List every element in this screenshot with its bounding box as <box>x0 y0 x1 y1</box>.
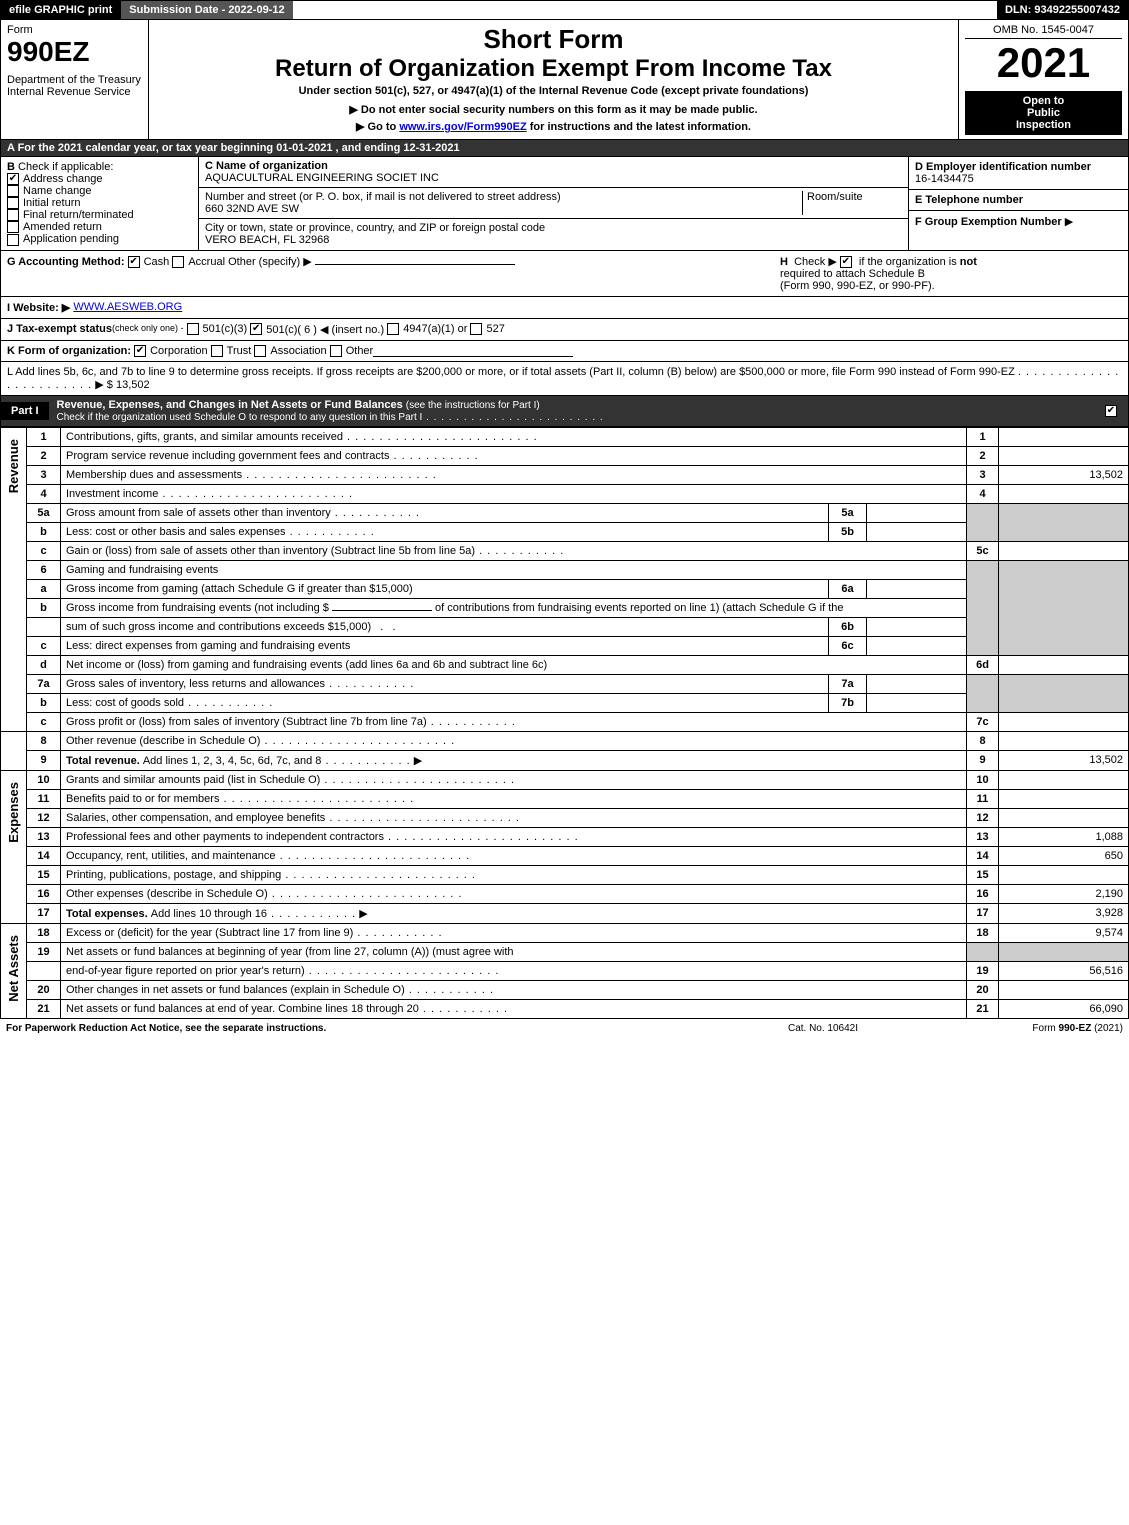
line-J: J Tax-exempt status (check only one) - 5… <box>0 319 1129 341</box>
line-6a-amount <box>867 579 967 598</box>
line-15-amount <box>999 865 1129 884</box>
revenue-label: Revenue <box>1 427 27 731</box>
checkbox-address-change[interactable] <box>7 173 19 185</box>
form-number: 990EZ <box>7 36 142 68</box>
checkbox-initial-return[interactable] <box>7 197 19 209</box>
irs-label: Internal Revenue Service <box>7 86 142 98</box>
checkbox-cash[interactable] <box>128 256 140 268</box>
subtitle: Under section 501(c), 527, or 4947(a)(1)… <box>155 85 952 97</box>
line-A: A For the 2021 calendar year, or tax yea… <box>0 140 1129 157</box>
line-L: L Add lines 5b, 6c, and 7b to line 9 to … <box>0 362 1129 396</box>
net-assets-label: Net Assets <box>1 923 27 1018</box>
checkbox-other-org[interactable] <box>330 345 342 357</box>
checkbox-application-pending[interactable] <box>7 234 19 246</box>
nossn-note: Do not enter social security numbers on … <box>155 103 952 116</box>
section-C: C Name of organization AQUACULTURAL ENGI… <box>199 157 908 250</box>
line-13-amount: 1,088 <box>999 827 1129 846</box>
checkbox-final-return[interactable] <box>7 209 19 221</box>
checkbox-527[interactable] <box>470 323 482 335</box>
line-7a-amount <box>867 674 967 693</box>
dln: DLN: 93492255007432 <box>997 1 1128 19</box>
irs-link[interactable]: www.irs.gov/Form990EZ <box>399 121 526 133</box>
open-inspection-box: Open to Public Inspection <box>965 91 1122 135</box>
tax-year: 2021 <box>965 39 1122 87</box>
line-20-amount <box>999 980 1129 999</box>
line-16-amount: 2,190 <box>999 884 1129 903</box>
line-7c-amount <box>999 712 1129 731</box>
line-8-amount <box>999 731 1129 750</box>
line-14-amount: 650 <box>999 846 1129 865</box>
checkbox-corporation[interactable] <box>134 345 146 357</box>
page-footer: For Paperwork Reduction Act Notice, see … <box>0 1019 1129 1038</box>
line-2-amount <box>999 446 1129 465</box>
section-B: B Check if applicable: Address change Na… <box>1 157 199 250</box>
line-G-H: G Accounting Method: Cash Accrual Other … <box>0 251 1129 297</box>
other-method-input[interactable] <box>315 264 515 265</box>
line-21-amount: 66,090 <box>999 999 1129 1018</box>
short-form-title: Short Form <box>155 24 952 55</box>
checkbox-trust[interactable] <box>211 345 223 357</box>
line-1-amount <box>999 427 1129 446</box>
part-i-table: Revenue 1 Contributions, gifts, grants, … <box>0 427 1129 1019</box>
website-link[interactable]: WWW.AESWEB.ORG <box>73 301 182 314</box>
dept-treasury: Department of the Treasury <box>7 74 142 86</box>
omb-number: OMB No. 1545-0047 <box>965 24 1122 39</box>
goto-line: ▶ Go to www.irs.gov/Form990EZ for instru… <box>155 120 952 133</box>
checkbox-schedule-b[interactable] <box>840 256 852 268</box>
street-address: 660 32ND AVE SW <box>205 203 299 215</box>
line-6b-contrib-input[interactable] <box>332 610 432 611</box>
line-3-amount: 13,502 <box>999 465 1129 484</box>
checkbox-schedule-o[interactable] <box>1105 405 1117 417</box>
org-name: AQUACULTURAL ENGINEERING SOCIET INC <box>205 172 439 184</box>
line-5a-amount <box>867 503 967 522</box>
line-10-amount <box>999 770 1129 789</box>
line-5c-amount <box>999 541 1129 560</box>
ein: 16-1434475 <box>915 173 974 185</box>
expenses-label: Expenses <box>1 770 27 923</box>
line-17-amount: 3,928 <box>999 903 1129 923</box>
gross-receipts: 13,502 <box>116 379 150 391</box>
checkbox-amended-return[interactable] <box>7 221 19 233</box>
line-12-amount <box>999 808 1129 827</box>
line-5b-amount <box>867 522 967 541</box>
submission-date: Submission Date - 2022-09-12 <box>120 1 292 19</box>
line-6b-amount <box>867 617 967 636</box>
line-11-amount <box>999 789 1129 808</box>
checkbox-501c[interactable] <box>250 323 262 335</box>
line-K: K Form of organization: Corporation Trus… <box>0 341 1129 362</box>
line-9-amount: 13,502 <box>999 750 1129 770</box>
checkbox-accrual[interactable] <box>172 256 184 268</box>
efile-print-label[interactable]: efile GRAPHIC print <box>1 1 120 19</box>
top-bar: efile GRAPHIC print Submission Date - 20… <box>0 0 1129 20</box>
form-header: Form 990EZ Department of the Treasury In… <box>0 20 1129 140</box>
section-DEF: D Employer identification number 16-1434… <box>908 157 1128 250</box>
main-title: Return of Organization Exempt From Incom… <box>155 55 952 83</box>
checkbox-name-change[interactable] <box>7 185 19 197</box>
line-18-amount: 9,574 <box>999 923 1129 942</box>
other-org-input[interactable] <box>373 345 573 357</box>
checkbox-4947[interactable] <box>387 323 399 335</box>
line-19-amount: 56,516 <box>999 961 1129 980</box>
part-i-header: Part I Revenue, Expenses, and Changes in… <box>0 396 1129 427</box>
city-state-zip: VERO BEACH, FL 32968 <box>205 234 329 246</box>
line-6c-amount <box>867 636 967 655</box>
form-word: Form <box>7 24 142 36</box>
info-block: B Check if applicable: Address change Na… <box>0 157 1129 251</box>
checkbox-association[interactable] <box>254 345 266 357</box>
line-7b-amount <box>867 693 967 712</box>
checkbox-501c3[interactable] <box>187 323 199 335</box>
line-4-amount <box>999 484 1129 503</box>
line-6d-amount <box>999 655 1129 674</box>
line-I: I Website: ▶ WWW.AESWEB.ORG <box>0 297 1129 319</box>
